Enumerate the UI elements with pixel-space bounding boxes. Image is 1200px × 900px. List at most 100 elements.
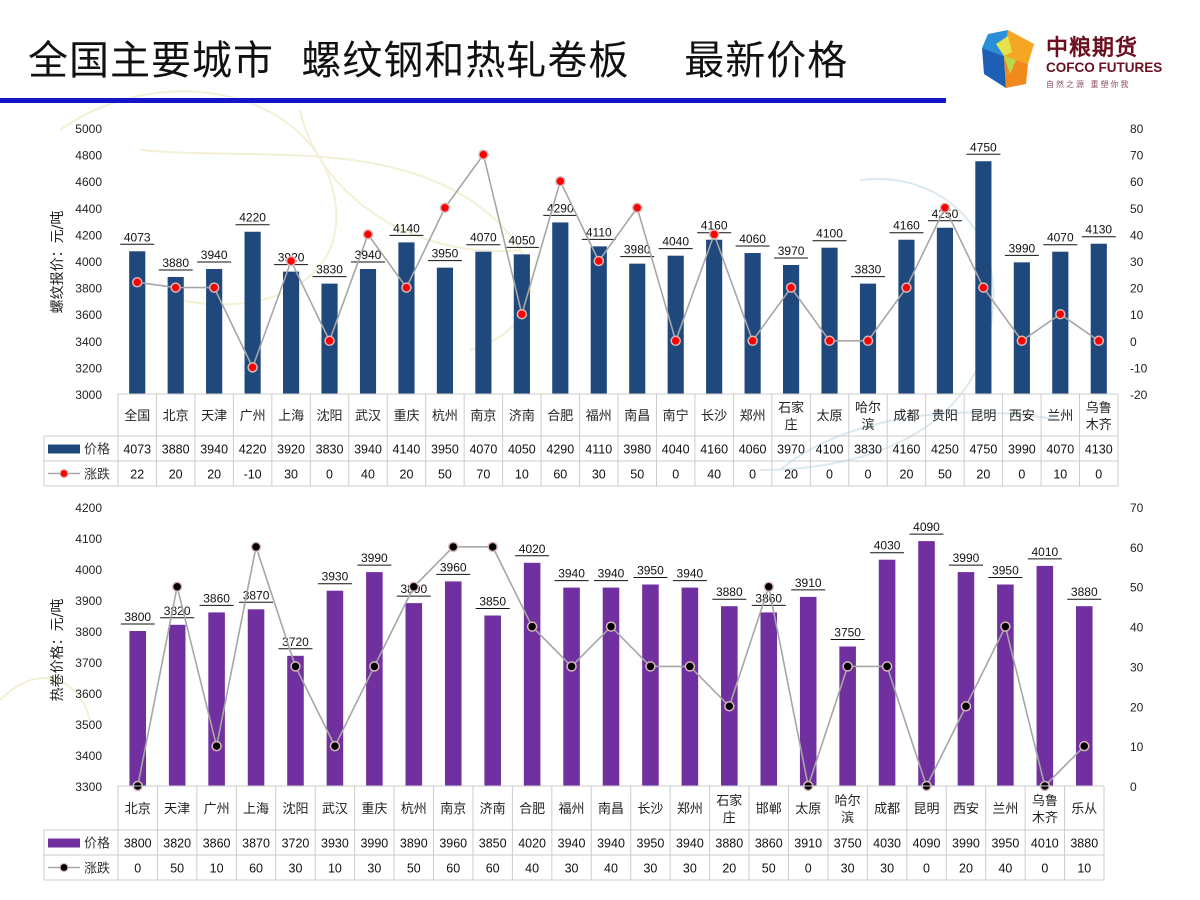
bar-data-label: 4070: [470, 231, 497, 245]
table-change-value: 30: [565, 862, 579, 876]
y2-tick-label: 50: [1130, 581, 1144, 595]
change-marker: [785, 282, 797, 293]
table-change-value: 40: [525, 862, 539, 876]
bar-data-label: 3800: [124, 610, 151, 624]
bar: [208, 612, 225, 786]
change-marker: [362, 229, 374, 240]
table-change-value: 60: [446, 862, 460, 876]
table-price-value: 3800: [124, 837, 152, 851]
table-change-value: 50: [170, 862, 184, 876]
change-marker: [960, 701, 972, 712]
bar-data-label: 3750: [834, 626, 861, 640]
bar: [721, 606, 738, 786]
chart-rebar: 3000320034003600380040004200440046004800…: [43, 122, 1148, 487]
bar-data-label: 3860: [755, 591, 782, 605]
y2-tick-label: 30: [1130, 255, 1144, 269]
category-label: 木齐: [1032, 810, 1058, 826]
bar-data-label: 3830: [316, 263, 343, 277]
table-price-value: 3940: [200, 443, 228, 457]
table-price-value: 3850: [479, 837, 507, 851]
logo-name-en: COFCO FUTURES: [1046, 60, 1163, 75]
table-price-value: 4040: [662, 443, 690, 457]
category-label: 合肥: [547, 409, 573, 424]
table-price-value: 3920: [277, 443, 305, 457]
table-change-value: 50: [407, 862, 421, 876]
legend-change-label: 涨跌: [84, 861, 110, 877]
table-change-value: 0: [1041, 862, 1048, 876]
change-line: [137, 152, 1100, 370]
y2-tick-label: 50: [1130, 202, 1144, 216]
bar: [957, 572, 975, 786]
bar: [821, 247, 838, 394]
table-price-value: 4020: [518, 837, 546, 851]
bar-data-label: 4030: [874, 539, 901, 553]
table-price-value: 3970: [777, 443, 805, 457]
table-price-value: 3870: [242, 837, 270, 851]
y-tick-label: 3800: [75, 625, 102, 639]
category-label: 西安: [1009, 409, 1035, 424]
category-label: 福州: [586, 409, 612, 424]
change-marker: [881, 661, 893, 672]
bar: [783, 264, 800, 394]
category-label: 昆明: [970, 409, 996, 424]
y2-tick-label: -20: [1130, 388, 1148, 402]
table-change-value: 50: [438, 468, 452, 482]
cube-logo-icon: [982, 30, 1034, 88]
change-marker: [670, 335, 681, 347]
table-change-value: 30: [289, 862, 303, 876]
table-change-value: 50: [762, 862, 776, 876]
y2-tick-label: 20: [1130, 700, 1144, 714]
table-price-value: 4070: [1046, 443, 1074, 457]
category-label: 长沙: [637, 802, 663, 817]
y2-tick-label: 40: [1130, 621, 1144, 635]
category-label: 福州: [559, 802, 585, 817]
bar: [129, 631, 147, 786]
y-axis-title: 热卷价格：元/吨: [50, 599, 66, 702]
category-label: 杭州: [432, 409, 458, 424]
title-underline: [0, 98, 946, 103]
bar-data-label: 3850: [479, 595, 506, 609]
bar-data-label: 3820: [164, 604, 191, 618]
table-change-value: 0: [672, 468, 679, 482]
category-label: 太原: [795, 802, 821, 817]
y-tick-label: 4100: [75, 532, 102, 546]
category-label: 石家: [778, 400, 804, 416]
legend-bar-key: [48, 838, 80, 848]
legend-price-label: 价格: [84, 442, 110, 458]
bar: [1013, 262, 1030, 394]
change-marker: [447, 541, 459, 553]
y-tick-label: 3600: [75, 308, 102, 322]
y-tick-label: 4600: [75, 175, 102, 189]
table-change-value: 40: [604, 862, 618, 876]
table-price-value: 3820: [163, 837, 191, 851]
y2-tick-label: 60: [1130, 541, 1144, 555]
y2-tick-label: 70: [1130, 149, 1144, 163]
table-change-value: 30: [643, 862, 657, 876]
table-price-value: 3880: [715, 837, 743, 851]
bar: [918, 541, 935, 786]
bar-data-label: 4040: [662, 235, 689, 249]
table-price-value: 3880: [162, 443, 190, 457]
category-label: 武汉: [322, 802, 348, 817]
bar-data-label: 3860: [203, 591, 230, 605]
table-price-value: 4070: [469, 443, 497, 457]
bar: [667, 255, 684, 394]
table-price-value: 3860: [203, 837, 231, 851]
table-price-value: 3890: [400, 837, 428, 851]
bar: [475, 251, 492, 394]
table-change-value: 50: [938, 468, 952, 482]
bar-data-label: 3880: [162, 256, 189, 270]
y-axis-title: 螺纹报价：元/吨: [50, 211, 66, 314]
bar-data-label: 3980: [624, 243, 651, 257]
table-change-value: 20: [976, 468, 990, 482]
table-change-value: 0: [805, 862, 812, 876]
change-marker: [211, 740, 222, 752]
table-price-value: 3940: [676, 837, 704, 851]
change-marker: [170, 282, 181, 293]
category-label: 庄: [785, 417, 798, 433]
table-price-value: 3990: [952, 837, 980, 851]
table-price-value: 4750: [969, 443, 997, 457]
table-change-value: 0: [826, 468, 833, 482]
table-price-value: 3720: [282, 837, 310, 851]
bar: [405, 603, 423, 786]
